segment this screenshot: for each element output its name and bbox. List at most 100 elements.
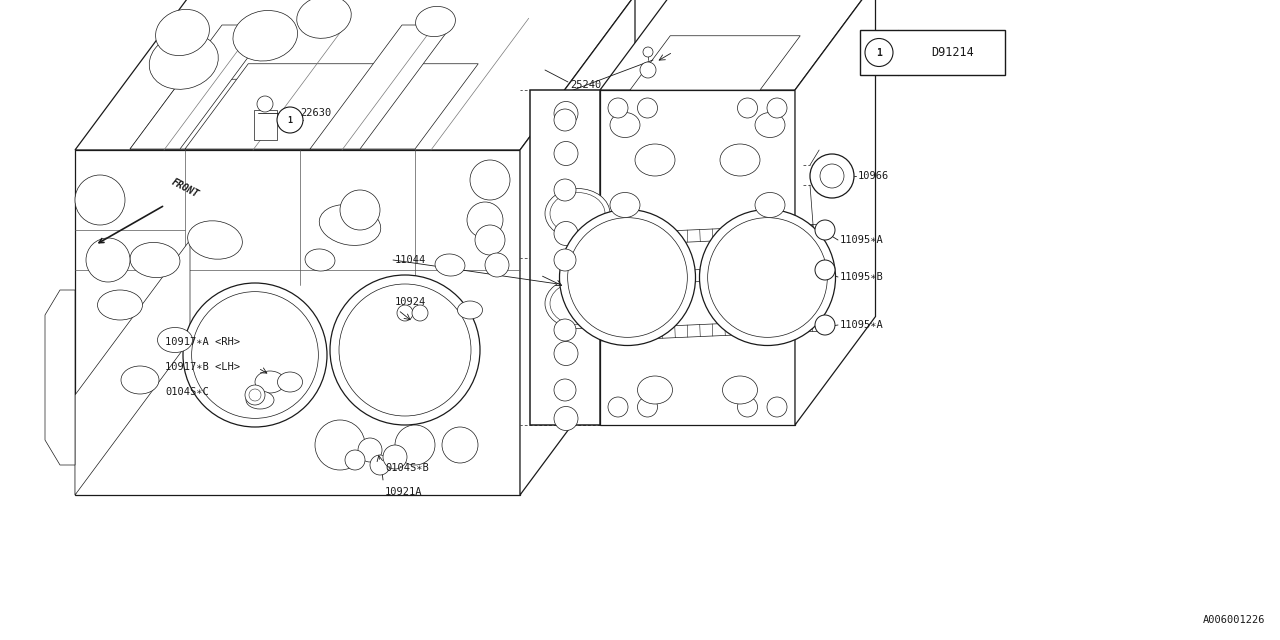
Ellipse shape: [122, 366, 159, 394]
Circle shape: [554, 406, 579, 431]
Circle shape: [820, 164, 844, 188]
Circle shape: [244, 385, 265, 405]
Ellipse shape: [721, 144, 760, 176]
Circle shape: [442, 427, 477, 463]
Ellipse shape: [755, 113, 785, 138]
Circle shape: [315, 420, 365, 470]
Polygon shape: [76, 240, 189, 495]
Circle shape: [358, 438, 381, 462]
Circle shape: [737, 98, 758, 118]
Text: D91214: D91214: [932, 46, 974, 59]
Ellipse shape: [435, 254, 465, 276]
Ellipse shape: [545, 278, 611, 328]
Text: 25240: 25240: [570, 80, 602, 90]
Text: 10917∗A <RH>: 10917∗A <RH>: [165, 337, 241, 347]
Ellipse shape: [157, 328, 192, 353]
Circle shape: [815, 315, 835, 335]
Ellipse shape: [97, 290, 142, 320]
Circle shape: [640, 62, 657, 78]
Circle shape: [554, 179, 576, 201]
Circle shape: [554, 319, 576, 341]
Circle shape: [767, 397, 787, 417]
Text: 1: 1: [876, 47, 882, 58]
Text: 11095∗B: 11095∗B: [840, 272, 883, 282]
Circle shape: [192, 292, 319, 419]
Circle shape: [346, 450, 365, 470]
Circle shape: [554, 221, 579, 246]
Ellipse shape: [550, 282, 605, 324]
Circle shape: [257, 96, 273, 112]
Ellipse shape: [755, 193, 785, 218]
Ellipse shape: [635, 144, 675, 176]
Text: 10966: 10966: [858, 171, 890, 181]
Polygon shape: [530, 90, 600, 425]
Ellipse shape: [550, 193, 605, 234]
Circle shape: [815, 260, 835, 280]
Circle shape: [708, 218, 827, 337]
Circle shape: [637, 397, 658, 417]
Ellipse shape: [131, 243, 180, 278]
Polygon shape: [310, 25, 452, 149]
Ellipse shape: [611, 193, 640, 218]
Circle shape: [554, 379, 576, 401]
Circle shape: [643, 47, 653, 57]
Polygon shape: [630, 36, 800, 90]
Polygon shape: [795, 0, 876, 425]
Circle shape: [637, 98, 658, 118]
Circle shape: [554, 342, 579, 365]
Text: 1: 1: [288, 115, 293, 125]
Ellipse shape: [297, 0, 351, 38]
Circle shape: [608, 397, 628, 417]
Ellipse shape: [246, 391, 274, 409]
Circle shape: [470, 160, 509, 200]
Circle shape: [810, 154, 854, 198]
Text: 10917∗B <LH>: 10917∗B <LH>: [165, 362, 241, 372]
Circle shape: [370, 455, 390, 475]
Text: 0104S∗B: 0104S∗B: [385, 463, 429, 473]
Circle shape: [559, 209, 695, 346]
Ellipse shape: [255, 371, 285, 393]
Circle shape: [467, 202, 503, 238]
Circle shape: [865, 38, 893, 67]
Polygon shape: [600, 90, 795, 425]
Ellipse shape: [150, 33, 219, 90]
Text: 10921A: 10921A: [385, 487, 422, 497]
Polygon shape: [520, 0, 635, 495]
Bar: [860, 30, 1005, 75]
Circle shape: [339, 284, 471, 416]
Circle shape: [340, 190, 380, 230]
Text: 0104S∗C: 0104S∗C: [165, 387, 209, 397]
Text: 11095∗A: 11095∗A: [840, 320, 883, 330]
Ellipse shape: [188, 221, 242, 259]
Ellipse shape: [319, 205, 380, 245]
Text: 22630: 22630: [300, 108, 332, 118]
Circle shape: [737, 397, 758, 417]
Text: 11095∗A: 11095∗A: [840, 235, 883, 245]
Circle shape: [815, 220, 835, 240]
Text: FRONT: FRONT: [170, 177, 201, 200]
Polygon shape: [396, 300, 430, 325]
Circle shape: [554, 249, 576, 271]
Circle shape: [767, 98, 787, 118]
Ellipse shape: [416, 6, 456, 36]
Polygon shape: [253, 110, 276, 140]
Circle shape: [397, 305, 413, 321]
Circle shape: [250, 389, 261, 401]
Polygon shape: [76, 150, 520, 495]
Polygon shape: [600, 0, 876, 90]
Circle shape: [485, 253, 509, 277]
Circle shape: [276, 107, 303, 133]
Text: 11044: 11044: [396, 255, 426, 265]
Circle shape: [554, 102, 579, 125]
Ellipse shape: [545, 189, 611, 239]
Polygon shape: [76, 0, 635, 150]
Circle shape: [412, 305, 428, 321]
Circle shape: [183, 283, 326, 427]
Circle shape: [383, 445, 407, 469]
Polygon shape: [45, 290, 76, 465]
Polygon shape: [131, 25, 273, 149]
Polygon shape: [186, 64, 479, 149]
Ellipse shape: [233, 10, 297, 61]
Text: 10924: 10924: [396, 297, 426, 307]
Ellipse shape: [305, 249, 335, 271]
